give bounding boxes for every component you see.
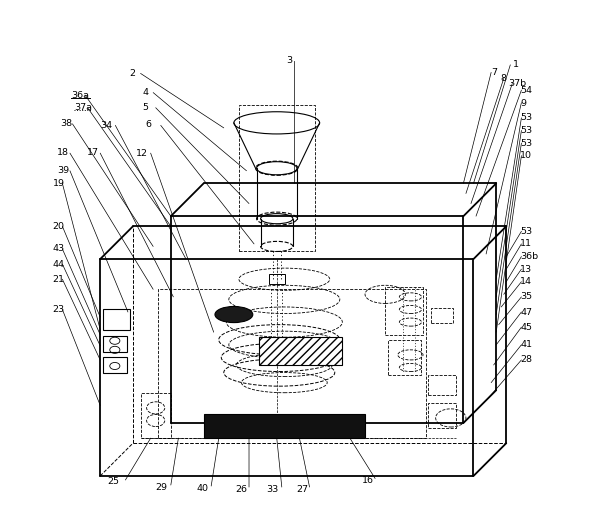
Text: 18: 18 <box>57 148 69 157</box>
Bar <box>103 336 127 353</box>
Text: 16: 16 <box>362 475 373 484</box>
Text: 10: 10 <box>521 151 532 160</box>
Bar <box>388 340 421 375</box>
Text: 43: 43 <box>53 244 65 253</box>
Text: 20: 20 <box>53 221 65 230</box>
Bar <box>203 414 365 438</box>
Text: 40: 40 <box>196 483 208 492</box>
Bar <box>103 310 130 330</box>
Text: 53: 53 <box>521 113 532 122</box>
Text: 41: 41 <box>521 340 532 349</box>
Text: 4: 4 <box>142 88 148 96</box>
Bar <box>103 358 127 373</box>
Text: 29: 29 <box>156 482 167 491</box>
Text: 8: 8 <box>500 74 506 83</box>
Text: 9: 9 <box>521 98 526 107</box>
Text: 5: 5 <box>142 102 148 111</box>
Text: 28: 28 <box>521 355 532 364</box>
Bar <box>259 337 342 365</box>
Text: 26: 26 <box>235 484 247 493</box>
Text: 19: 19 <box>53 179 65 187</box>
Bar <box>385 287 423 335</box>
Text: 54: 54 <box>521 86 532 94</box>
Text: 45: 45 <box>521 322 532 331</box>
Text: 6: 6 <box>146 120 152 129</box>
Text: 53: 53 <box>521 227 532 235</box>
Bar <box>141 393 171 438</box>
Text: 44: 44 <box>53 259 65 268</box>
Bar <box>239 106 315 252</box>
Text: 11: 11 <box>521 239 532 248</box>
Text: 36a: 36a <box>71 91 89 99</box>
Text: 53: 53 <box>521 126 532 135</box>
Text: 13: 13 <box>521 264 532 273</box>
Text: 17: 17 <box>86 148 99 157</box>
Text: 23: 23 <box>53 304 65 314</box>
Text: 34: 34 <box>100 121 112 130</box>
Bar <box>428 375 456 395</box>
Text: 37a: 37a <box>74 103 93 112</box>
Text: 36b: 36b <box>521 251 538 261</box>
Text: 21: 21 <box>53 274 65 283</box>
Text: 33: 33 <box>267 484 279 493</box>
Text: 3: 3 <box>286 56 292 65</box>
Text: 53: 53 <box>521 138 532 147</box>
Text: 1: 1 <box>513 60 519 69</box>
Text: 12: 12 <box>136 148 147 157</box>
Bar <box>431 308 453 324</box>
Text: 47: 47 <box>521 307 532 316</box>
Text: 27: 27 <box>296 484 308 493</box>
Text: 7: 7 <box>491 68 498 77</box>
Text: 25: 25 <box>108 476 120 486</box>
Text: 35: 35 <box>521 292 532 301</box>
Text: 14: 14 <box>521 277 532 286</box>
Ellipse shape <box>215 307 253 323</box>
Text: 37b: 37b <box>508 79 526 89</box>
Bar <box>269 275 285 285</box>
Bar <box>428 403 456 428</box>
Text: 38: 38 <box>60 119 72 128</box>
Text: 2: 2 <box>130 69 135 78</box>
Bar <box>158 290 426 438</box>
Text: 39: 39 <box>57 166 69 175</box>
